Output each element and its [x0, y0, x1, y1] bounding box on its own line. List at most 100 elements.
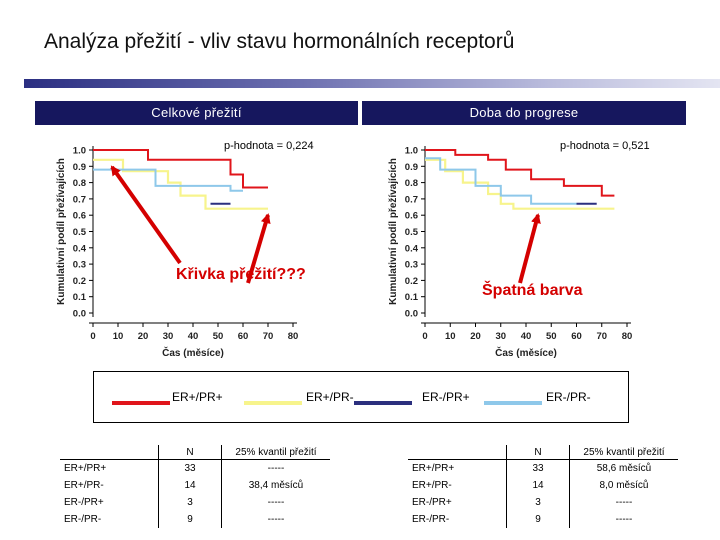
table-row: ER-/PR- 9 ----- — [60, 511, 330, 528]
survival-curve-erneg-prneg — [93, 168, 243, 192]
table-cell: ER-/PR- — [408, 511, 507, 528]
legend-swatch — [354, 401, 412, 405]
p-value-right: p-hodnota = 0,521 — [560, 140, 650, 152]
y-tick-label: 0.6 — [405, 211, 418, 222]
table-header-cell — [408, 445, 507, 460]
x-tick-label: 60 — [571, 331, 582, 342]
survival-curve-erneg-prneg — [425, 157, 577, 205]
table-cell: ----- — [267, 463, 285, 474]
survival-curve-erpos-prneg — [425, 158, 615, 210]
x-tick-label: 30 — [495, 331, 506, 342]
y-tick-label: 1.0 — [73, 146, 86, 157]
table-row: ER+/PR+ 33 ----- — [60, 459, 330, 477]
table-row: ER-/PR- 9 ----- — [408, 511, 678, 528]
x-tick-label: 30 — [163, 331, 174, 342]
table-row: ER+/PR+ 33 58,6 měsíců — [408, 459, 678, 477]
quantile-table-left: N 25% kvantil přežití ER+/PR+ 33 ----- E… — [60, 445, 330, 528]
x-tick-label: 10 — [445, 331, 456, 342]
x-tick-label: 70 — [596, 331, 607, 342]
survival-chart-overall: 0.0 0.1 0.2 0.3 0.4 0.5 0.6 0.7 0.8 0.9 1.0 0 10 20 30… — [56, 146, 299, 360]
table-row: ER-/PR+ 3 ----- — [60, 494, 330, 511]
annotation-curve-question: Křivka přežití??? — [176, 266, 306, 283]
legend: ER+/PR+ ER+/PR- ER-/PR+ ER-/PR- — [93, 371, 629, 423]
x-tick-label: 50 — [546, 331, 557, 342]
arrow-to-color — [518, 213, 541, 284]
table-row: ER+/PR- 14 8,0 měsíců — [408, 477, 678, 494]
y-tick-label: 0.5 — [73, 227, 87, 238]
survival-chart-progression: 0.0 0.1 0.2 0.3 0.4 0.5 0.6 0.7 0.8 0.9 1.0 0 10 20 30… — [388, 146, 633, 360]
table-cell: 14 — [506, 477, 570, 494]
y-axis-title: Kumulativní podíl přežívajících — [56, 158, 67, 305]
table-header-cell: 25% kvantil přežití — [569, 445, 678, 460]
table-header-row: N 25% kvantil přežití — [408, 445, 678, 460]
table-cell: ER+/PR+ — [408, 459, 507, 477]
table-cell: ----- — [267, 497, 285, 508]
p-value-left: p-hodnota = 0,224 — [224, 140, 314, 152]
table-cell: ER-/PR+ — [408, 494, 507, 511]
table-cell: ER+/PR+ — [60, 459, 159, 477]
table-header-cell — [60, 445, 159, 460]
x-tick-label: 60 — [238, 331, 249, 342]
table-cell: 9 — [158, 511, 222, 528]
table-cell: ER+/PR- — [408, 477, 507, 494]
y-tick-label: 0.3 — [405, 260, 418, 271]
table-cell: ----- — [615, 497, 633, 508]
x-tick-label: 70 — [263, 331, 274, 342]
table-cell: 3 — [158, 494, 222, 511]
table-cell: 38,4 měsíců — [248, 480, 304, 491]
y-tick-label: 0.1 — [405, 292, 419, 303]
y-tick-label: 0.0 — [405, 309, 418, 320]
quantile-table-right: N 25% kvantil přežití ER+/PR+ 33 58,6 mě… — [408, 445, 678, 528]
page-title: Analýza přežití - vliv stavu hormonálníc… — [44, 30, 515, 53]
x-tick-label: 80 — [288, 331, 299, 342]
arrow-to-curve-end — [246, 213, 271, 284]
table-cell: 58,6 měsíců — [596, 463, 652, 474]
section-header-time-to-progression: Doba do progrese — [362, 101, 686, 125]
arrow-to-curve-start — [110, 165, 182, 265]
y-tick-label: 0.8 — [405, 178, 418, 189]
legend-label: ER-/PR+ — [422, 390, 470, 404]
y-tick-label: 0.4 — [405, 243, 419, 254]
x-tick-label: 20 — [470, 331, 481, 342]
y-tick-label: 0.9 — [73, 162, 86, 173]
y-tick-label: 0.4 — [73, 243, 87, 254]
legend-label: ER+/PR+ — [172, 390, 223, 404]
y-axis-title: Kumulativní podíl přežívajících — [388, 158, 399, 305]
table-cell: ER+/PR- — [60, 477, 159, 494]
x-tick-label: 80 — [622, 331, 633, 342]
table-header-row: N 25% kvantil přežití — [60, 445, 330, 460]
table-row: ER+/PR- 14 38,4 měsíců — [60, 477, 330, 494]
table-cell: 33 — [158, 459, 222, 477]
x-tick-label: 40 — [188, 331, 199, 342]
x-tick-label: 0 — [422, 331, 427, 342]
y-tick-label: 0.7 — [405, 194, 418, 205]
x-tick-label: 0 — [90, 331, 95, 342]
table-cell: 8,0 měsíců — [599, 480, 649, 491]
table-header-cell: N — [158, 445, 222, 460]
y-tick-label: 0.3 — [73, 260, 86, 271]
table-cell: 14 — [158, 477, 222, 494]
section-header-overall-survival: Celkové přežití — [35, 101, 358, 125]
table-cell: ER-/PR- — [60, 511, 159, 528]
table-row: ER-/PR+ 3 ----- — [408, 494, 678, 511]
table-cell: ER-/PR+ — [60, 494, 159, 511]
table-cell: ----- — [267, 514, 285, 525]
survival-curve-erpos-prneg — [93, 158, 268, 210]
x-axis-title: Čas (měsíce) — [495, 346, 557, 359]
legend-swatch — [484, 401, 542, 405]
y-tick-label: 0.2 — [73, 276, 86, 287]
y-tick-label: 0.1 — [73, 292, 87, 303]
table-header-cell: N — [506, 445, 570, 460]
x-axis-title: Čas (měsíce) — [162, 346, 224, 359]
y-tick-label: 0.0 — [73, 309, 86, 320]
y-tick-label: 0.8 — [73, 178, 86, 189]
y-tick-label: 0.9 — [405, 162, 418, 173]
table-cell: ----- — [615, 514, 633, 525]
survival-curve-erpos-prpos — [425, 149, 615, 197]
y-tick-label: 0.6 — [73, 211, 86, 222]
survival-curve-erpos-prpos — [93, 149, 268, 189]
table-header-cell: 25% kvantil přežití — [221, 445, 330, 460]
legend-swatch — [244, 401, 302, 405]
annotation-wrong-color: Špatná barva — [482, 282, 583, 299]
